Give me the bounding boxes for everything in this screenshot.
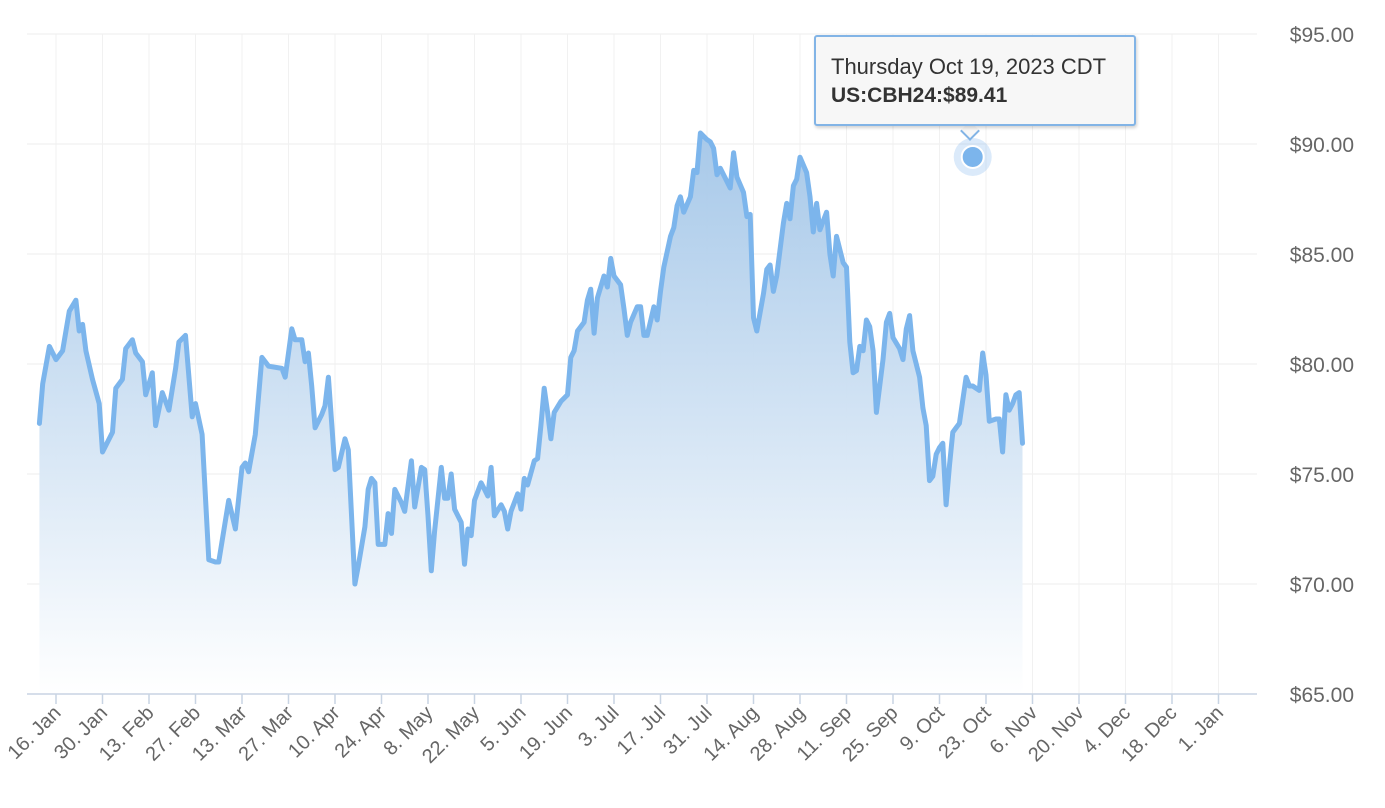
x-tick-label: 24. Apr (331, 702, 392, 763)
series-area (39, 133, 1023, 694)
tooltip: Thursday Oct 19, 2023 CDT US:CBH24:$89.4… (814, 35, 1136, 126)
series-line (36, 130, 1025, 587)
y-tick-label: $70.00 (1290, 574, 1354, 597)
x-tick-label: 17. Jul (613, 702, 670, 759)
y-tick-label: $90.00 (1290, 134, 1354, 157)
y-tick-label: $65.00 (1290, 684, 1354, 707)
y-tick-label: $75.00 (1290, 464, 1354, 487)
hover-marker-group (953, 137, 992, 176)
x-tick-label: 1. Jan (1174, 702, 1228, 756)
y-tick-label: $95.00 (1290, 24, 1354, 47)
y-tick-label: $80.00 (1290, 354, 1354, 377)
series-line-group (36, 130, 1025, 587)
tooltip-date: Thursday Oct 19, 2023 CDT (831, 54, 1107, 79)
tooltip-value: US:CBH24:$89.41 (831, 84, 1008, 107)
x-tick-label: 23. Oct (934, 702, 995, 763)
hover-point[interactable] (960, 144, 985, 169)
y-tick-label: $85.00 (1290, 244, 1354, 267)
x-tick-label: 10. Apr (284, 702, 345, 763)
area-fill (39, 133, 1023, 694)
x-tick-label: 19. Jun (515, 702, 577, 764)
